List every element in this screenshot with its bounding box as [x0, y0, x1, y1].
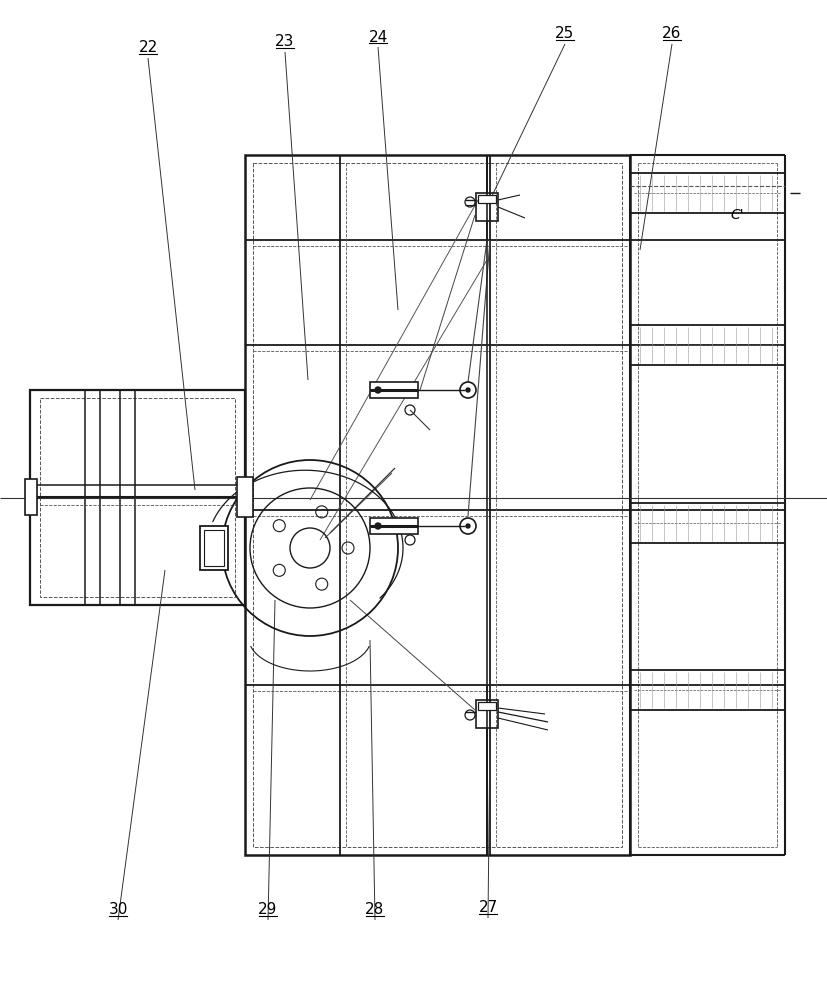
Bar — [476, 193, 498, 221]
Bar — [200, 526, 228, 570]
Circle shape — [466, 388, 470, 392]
Text: 25: 25 — [556, 26, 575, 41]
Text: 24: 24 — [368, 29, 388, 44]
Circle shape — [375, 523, 381, 529]
Circle shape — [375, 387, 381, 393]
Text: 27: 27 — [478, 900, 498, 916]
Bar — [204, 530, 224, 566]
Text: 28: 28 — [366, 902, 385, 918]
Bar — [370, 518, 418, 534]
Text: 29: 29 — [258, 902, 278, 918]
Bar — [245, 155, 630, 855]
Bar — [630, 670, 785, 710]
Text: 30: 30 — [108, 902, 127, 918]
Bar — [30, 390, 245, 605]
Bar — [476, 700, 498, 728]
Text: C': C' — [730, 208, 743, 222]
Bar — [630, 173, 785, 213]
Bar — [370, 382, 418, 398]
Text: 22: 22 — [138, 40, 158, 55]
Bar — [25, 479, 37, 515]
Bar — [478, 195, 496, 203]
Text: 26: 26 — [662, 26, 681, 41]
Circle shape — [466, 524, 470, 528]
Bar — [40, 398, 235, 597]
Bar — [253, 163, 622, 847]
Bar — [630, 503, 785, 543]
Bar — [630, 325, 785, 365]
Bar — [237, 477, 253, 517]
Text: 23: 23 — [275, 34, 294, 49]
Bar — [478, 702, 496, 710]
